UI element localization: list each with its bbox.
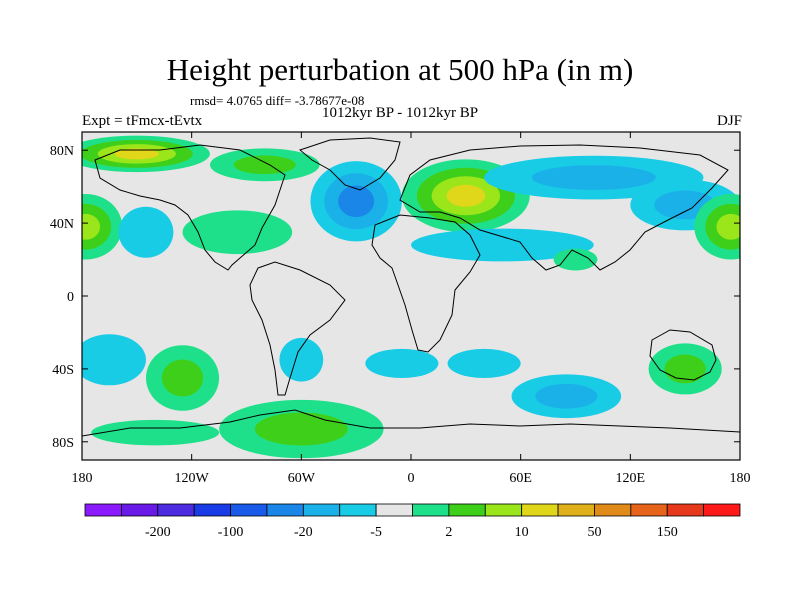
colorbar-swatch — [594, 503, 632, 517]
lat-tick-label: 40N — [50, 217, 74, 232]
anomaly-contour-11-0 — [553, 248, 598, 271]
lon-tick-label: 0 — [408, 471, 415, 486]
coastlines — [82, 137, 740, 437]
coast-antarctica — [82, 409, 740, 437]
coast-eurasia — [399, 144, 729, 271]
coast-africa — [371, 214, 481, 353]
coast-greenland — [298, 137, 401, 191]
colorbar-swatch — [375, 503, 413, 517]
colorbar-swatch — [484, 503, 523, 517]
period-label: 1012kyr BP - 1012kyr BP — [322, 105, 479, 121]
lon-tick-label: 180 — [72, 471, 93, 486]
anomaly-contour-5-2 — [338, 185, 375, 218]
anomaly-contour-10-2 — [716, 213, 740, 240]
lon-tick-label: 60W — [288, 471, 316, 486]
anomaly-contour-14-0 — [279, 337, 324, 382]
coast-south-america — [249, 261, 346, 396]
colorbar-swatch — [521, 503, 559, 517]
colorbar-swatch — [230, 503, 268, 517]
colorbar-swatch — [84, 503, 122, 517]
lat-tick-label: 80S — [52, 436, 74, 451]
colorbar-swatch — [157, 503, 195, 517]
coast-australia — [649, 329, 717, 381]
colorbar-swatch — [266, 503, 304, 517]
season-label: DJF — [716, 113, 742, 129]
lon-tick-label: 180 — [730, 471, 751, 486]
anomaly-contour-2-2 — [82, 213, 101, 240]
colorbar-swatch — [448, 503, 486, 517]
anomaly-contour-3-0 — [118, 206, 174, 258]
longitude-axis: 180 120W 60W 0 60E 120E 180 — [72, 132, 751, 486]
colorbar-swatch — [666, 503, 705, 517]
colorbar-label: 50 — [587, 525, 601, 540]
colorbar-label: -20 — [294, 525, 313, 540]
lat-tick-label: 40S — [52, 363, 74, 378]
latitude-axis: 80N 40N 0 40S 80S — [50, 144, 740, 451]
anomaly-contour-16-0 — [447, 348, 521, 378]
rmsd-stats: rmsd= 4.0765 diff= -3.78677e-08 — [190, 93, 365, 108]
colorbar-swatch — [339, 503, 377, 517]
anomaly-contour-7-0 — [411, 228, 594, 262]
lon-tick-label: 60E — [509, 471, 532, 486]
colorbar-swatch — [302, 503, 341, 517]
experiment-label: Expt = tFmcx-tEvtx — [82, 113, 203, 129]
colorbar-label: 150 — [657, 525, 678, 540]
anomaly-contour-13-1 — [161, 359, 204, 397]
lat-tick-label: 80N — [50, 144, 74, 159]
colorbar-swatch — [193, 503, 231, 517]
anomaly-contour-17-1 — [254, 412, 348, 446]
anomaly-layer — [82, 135, 740, 459]
colorbar-label: 10 — [515, 525, 529, 540]
anomaly-contour-6-3 — [446, 184, 486, 207]
plot-title: Height perturbation at 500 hPa (in m) — [166, 52, 634, 87]
anomaly-contour-15-0 — [365, 348, 439, 378]
colorbar-label: -5 — [370, 525, 382, 540]
lon-tick-label: 120E — [616, 471, 646, 486]
colorbar: -200 -100 -20 -5 2 10 50 150 — [84, 503, 741, 540]
colorbar-label: -100 — [218, 525, 244, 540]
anomaly-contour-18-0 — [91, 419, 220, 446]
anomaly-contour-12-0 — [82, 334, 146, 386]
lat-tick-label: 0 — [67, 290, 74, 305]
anomaly-contour-0-3 — [114, 148, 159, 160]
colorbar-swatch — [630, 503, 668, 517]
colorbar-swatch — [412, 503, 450, 517]
colorbar-swatch — [557, 503, 595, 517]
colorbar-swatch — [120, 503, 159, 517]
anomaly-contour-20-1 — [664, 354, 706, 384]
colorbar-label: 2 — [445, 525, 452, 540]
colorbar-label: -200 — [145, 525, 171, 540]
anomaly-contour-4-0 — [182, 210, 293, 255]
anomaly-contour-8-1 — [531, 165, 656, 190]
coast-north-america — [94, 144, 286, 271]
lon-tick-label: 120W — [175, 471, 210, 486]
colorbar-swatch — [703, 503, 741, 517]
anomaly-contour-1-1 — [233, 155, 296, 175]
anomaly-contour-19-1 — [535, 383, 598, 409]
